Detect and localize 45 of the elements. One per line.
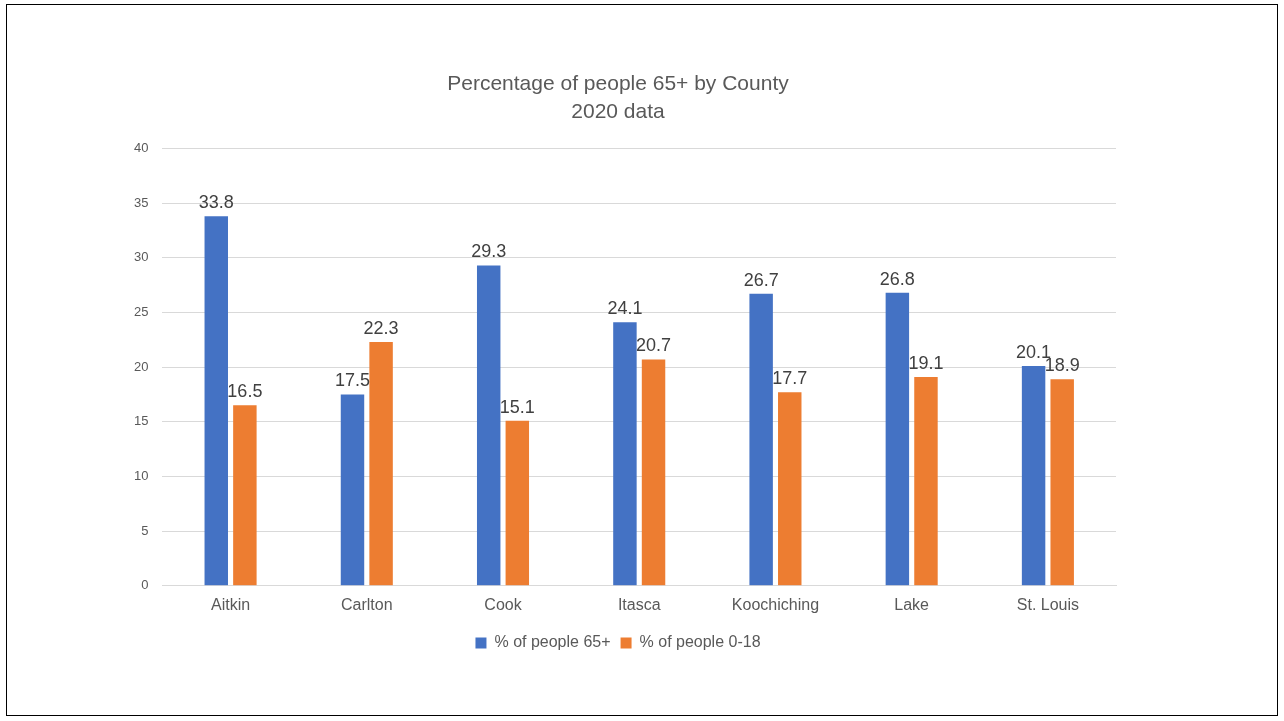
x-tick-label: Carlton <box>341 595 393 613</box>
x-tick-label: Lake <box>894 595 930 613</box>
data-label: 24.1 <box>607 298 643 319</box>
x-tick-label: Cook <box>484 595 523 613</box>
y-tick-label: 10 <box>133 468 149 484</box>
data-label: 33.8 <box>198 192 234 213</box>
y-tick-label: 15 <box>133 413 149 429</box>
bar <box>749 293 773 586</box>
data-label: 26.7 <box>743 269 779 290</box>
y-tick-label: 20 <box>133 358 149 374</box>
legend-label: % of people 0-18 <box>639 633 761 651</box>
data-label: 20.7 <box>636 335 672 356</box>
data-label: 16.5 <box>227 381 263 402</box>
chart-title: Percentage of people 65+ by County <box>447 71 790 95</box>
bar <box>613 322 637 586</box>
legend-label: % of people 65+ <box>494 633 611 651</box>
x-tick-label: Aitkin <box>211 595 251 613</box>
bar <box>885 292 910 586</box>
y-tick-label: 40 <box>133 139 149 155</box>
y-tick-label: 35 <box>133 194 149 210</box>
bar <box>778 392 802 586</box>
data-label: 15.1 <box>499 396 535 417</box>
y-tick-label: 0 <box>141 577 149 593</box>
bar <box>914 376 938 586</box>
data-label: 22.3 <box>363 317 399 338</box>
bar <box>641 359 666 586</box>
y-tick-label: 25 <box>133 304 149 319</box>
bar <box>1050 379 1074 586</box>
data-label: 26.8 <box>879 268 915 289</box>
bar <box>233 405 257 586</box>
x-tick-label: St. Louis <box>1016 595 1080 613</box>
x-tick-label: Itasca <box>617 595 661 613</box>
bar <box>204 216 228 586</box>
bar <box>1021 366 1046 586</box>
data-label: 29.3 <box>471 241 507 262</box>
bar <box>476 265 501 586</box>
bar <box>505 420 530 586</box>
y-tick-label: 30 <box>133 249 149 265</box>
data-label: 19.1 <box>908 352 944 373</box>
y-tick-label: 5 <box>141 522 149 538</box>
chart-subtitle: 2020 data <box>571 98 666 122</box>
bar <box>369 341 393 586</box>
x-tick-label: Koochiching <box>731 595 820 613</box>
bar <box>340 394 365 586</box>
data-label: 17.7 <box>772 368 808 389</box>
